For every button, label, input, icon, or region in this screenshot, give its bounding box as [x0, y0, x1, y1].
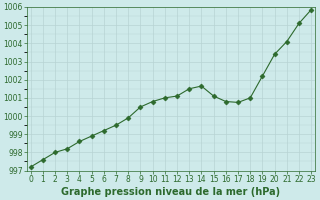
X-axis label: Graphe pression niveau de la mer (hPa): Graphe pression niveau de la mer (hPa) — [61, 187, 281, 197]
